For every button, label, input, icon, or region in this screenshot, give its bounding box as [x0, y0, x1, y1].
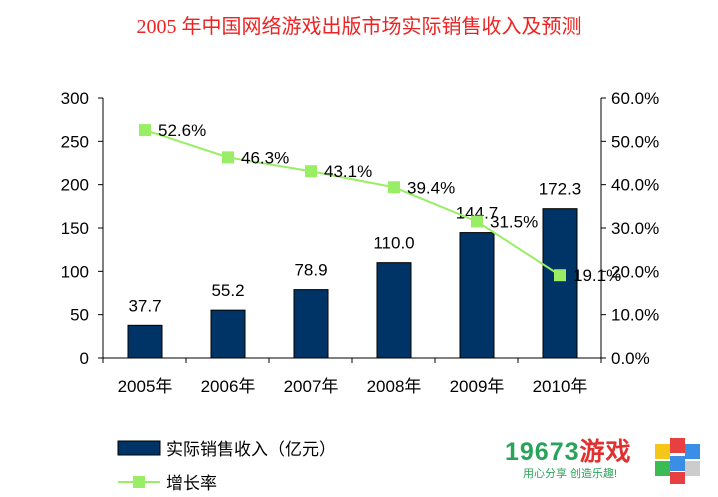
- legend-line-label: 增长率: [166, 474, 217, 493]
- left-tick-label: 250: [61, 132, 89, 151]
- x-tick-label: 2005年: [118, 377, 173, 396]
- cube-icon: [655, 438, 700, 484]
- line-label: 39.4%: [407, 178, 455, 197]
- right-tick-label: 60.0%: [611, 89, 659, 108]
- legend-bar-swatch: [117, 440, 161, 456]
- bar-label: 110.0: [373, 234, 414, 253]
- line-point: [388, 181, 400, 194]
- x-tick-label: 2007年: [284, 377, 339, 396]
- logo: 19673游戏 用心分享 创造乐趣!: [505, 432, 715, 492]
- line-point: [305, 165, 317, 178]
- left-tick-label: 0: [80, 349, 89, 368]
- right-tick-label: 10.0%: [611, 306, 659, 325]
- bar: [459, 232, 495, 359]
- bar: [376, 262, 412, 359]
- line-label: 46.3%: [241, 148, 289, 167]
- line-label: 31.5%: [490, 213, 538, 232]
- bar: [542, 208, 578, 359]
- line-label: 43.1%: [324, 162, 372, 181]
- right-tick-label: 20.0%: [611, 262, 659, 281]
- bar: [210, 309, 246, 359]
- x-tick-label: 2008年: [367, 377, 422, 396]
- bar-label: 78.9: [294, 261, 327, 280]
- x-tick-label: 2010年: [533, 377, 588, 396]
- right-tick-label: 50.0%: [611, 132, 659, 151]
- x-tick-label: 2009年: [450, 377, 505, 396]
- legend-bar-label: 实际销售收入（亿元）: [166, 440, 336, 459]
- right-tick-label: 40.0%: [611, 176, 659, 195]
- growth-line: [144, 129, 561, 277]
- chart-title: 2005 年中国网络游戏出版市场实际销售收入及预测: [136, 16, 582, 38]
- right-tick-label: 30.0%: [611, 219, 659, 238]
- line-point: [222, 151, 234, 164]
- line-label: 52.6%: [158, 121, 206, 140]
- line-label: 19.1%: [573, 266, 621, 285]
- bar-label: 55.2: [211, 281, 244, 300]
- bar: [127, 324, 163, 359]
- line-point: [139, 124, 151, 137]
- left-tick-label: 200: [61, 176, 89, 195]
- left-tick-label: 100: [61, 262, 89, 281]
- left-tick-label: 150: [61, 219, 89, 238]
- left-tick-label: 300: [61, 89, 89, 108]
- bar: [293, 289, 329, 359]
- logo-slogan: 用心分享 创造乐趣!: [523, 468, 618, 480]
- legend-line-marker: [133, 476, 145, 488]
- right-tick-label: 0.0%: [611, 349, 650, 368]
- bar-label: 37.7: [128, 296, 161, 315]
- line-point: [471, 215, 483, 228]
- line-point: [554, 269, 566, 282]
- logo-text: 19673游戏: [505, 438, 632, 466]
- bar-label: 172.3: [539, 180, 582, 199]
- x-tick-label: 2006年: [201, 377, 256, 396]
- left-tick-label: 50: [70, 306, 89, 325]
